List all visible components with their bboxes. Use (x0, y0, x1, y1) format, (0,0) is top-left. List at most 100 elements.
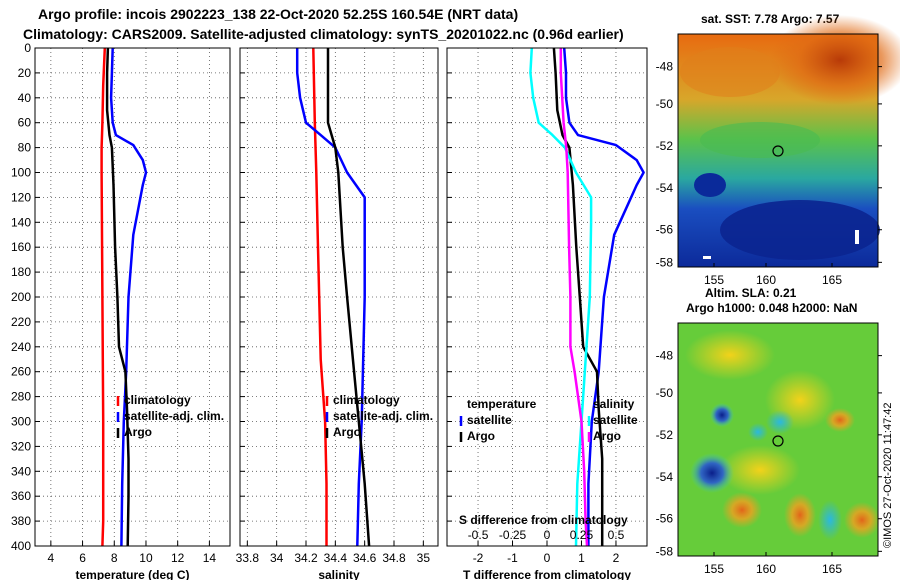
difference-panel: -2 -1 0 1 2 T difference from climatology S di… (446, 47, 648, 580)
series-argo (105, 47, 130, 547)
map-lat-label: -52 (656, 139, 674, 153)
secondary-axis-title: S difference from climatology (459, 513, 628, 527)
series-satellite-adj-clim (295, 48, 366, 547)
sst-cold-eddy (694, 173, 726, 197)
secondary-tick-label: 0.5 (608, 528, 625, 542)
map-lat-label: -58 (656, 255, 674, 269)
sst-cold-region (720, 200, 880, 260)
map-lat-label: -56 (656, 512, 674, 526)
sla-yellow-blob (720, 445, 800, 495)
sla-orange-blob (722, 492, 762, 528)
y-tick-label: 320 (11, 439, 31, 453)
y-tick-label: 180 (11, 265, 31, 279)
legend-label-salinity-argo: Argo (593, 429, 621, 443)
y-tick-label: 220 (11, 315, 31, 329)
legend-label-satellite-adj-clim: satellite-adj. clim. (124, 409, 224, 423)
legend-label-argo: Argo (333, 425, 361, 439)
y-tick-label: 20 (18, 66, 32, 80)
map-lat-label: -54 (656, 181, 674, 195)
x-axis-label: salinity (318, 568, 360, 580)
y-tick-label: 400 (11, 539, 31, 553)
x-tick-label: 34.4 (324, 551, 348, 565)
secondary-tick-label: 0.25 (570, 528, 594, 542)
sst-map (677, 15, 900, 268)
sst-map-frame (677, 33, 879, 268)
y-tick-label: 240 (11, 340, 31, 354)
x-tick-label: 8 (111, 551, 118, 565)
secondary-tick-label: 0 (544, 528, 551, 542)
sst-green-band (700, 122, 820, 158)
map-axes: -48 -50 -52 -54 -56 -58 -48 -50 -52 -54 -56 -58 155 1… (656, 60, 882, 576)
series-temperature-satellite (562, 47, 645, 546)
secondary-tick-label: -0.25 (499, 528, 527, 542)
x-axis-label: temperature (deg C) (75, 568, 189, 580)
map-lat-label: -48 (656, 349, 674, 363)
y-tick-label: 60 (18, 116, 32, 130)
legend-label-climatology: climatology (333, 393, 400, 407)
sst-argo-position (772, 145, 784, 157)
y-tick-label: 300 (11, 415, 31, 429)
map-lat-label: -58 (656, 544, 674, 558)
sla-map-frame (677, 322, 879, 557)
map-lat-label: -50 (656, 386, 674, 400)
temperature-panel: 4 6 8 10 12 14 temperature (deg C) 0 20 40 60 80 100… (11, 41, 231, 580)
map-lat-label: -56 (656, 223, 674, 237)
y-tick-label: 360 (11, 489, 31, 503)
x-tick-label: 0 (544, 551, 551, 565)
y-tick-label: 280 (11, 390, 31, 404)
y-tick-label: 120 (11, 190, 31, 204)
map-lon-label: 155 (704, 273, 724, 287)
y-tick-label: 0 (24, 41, 31, 55)
legend-label-satellite-adj-clim: satellite-adj. clim. (333, 409, 433, 423)
legend-label-temperature-satellite: satellite (467, 413, 512, 427)
x-tick-label: 10 (139, 551, 153, 565)
sla-cyan-blob (766, 410, 794, 434)
x-tick-label: 35 (417, 551, 431, 565)
header-line-2: Climatology: CARS2009. Satellite-adjuste… (23, 26, 624, 42)
secondary-tick-label: -0.5 (468, 528, 489, 542)
y-tick-label: 160 (11, 240, 31, 254)
x-tick-label: 6 (79, 551, 86, 565)
legend-label-temperature-argo: Argo (467, 429, 495, 443)
series-temperature-argo (552, 47, 604, 546)
x-tick-label: 33.8 (236, 551, 260, 565)
series-salinity-argo (559, 48, 589, 547)
legend-header-temperature: temperature (467, 397, 537, 411)
y-tick-label: 140 (11, 215, 31, 229)
sla-argo-position (772, 435, 784, 447)
x-tick-label: 1 (578, 551, 585, 565)
header-line-1: Argo profile: incois 2902223_138 22-Oct-… (38, 6, 518, 22)
sst-island-mark (855, 230, 859, 244)
sla-yellow-blob (685, 330, 775, 380)
sla-map-title-2: Argo h1000: 0.048 h2000: NaN (686, 301, 857, 315)
legend-label-climatology: climatology (124, 393, 191, 407)
x-tick-label: 14 (203, 551, 217, 565)
legend-header-salinity: salinity (593, 397, 635, 411)
sla-orange-blob (784, 493, 816, 537)
series-argo (326, 48, 371, 547)
y-tick-label: 340 (11, 464, 31, 478)
legend-label-salinity-satellite: satellite (593, 413, 638, 427)
sla-orange-blob (825, 408, 855, 432)
y-tick-label: 380 (11, 514, 31, 528)
x-tick-label: 2 (613, 551, 620, 565)
plot-frame (34, 47, 231, 547)
map-lat-label: -48 (656, 60, 674, 74)
imos-credit: ©IMOS 27-Oct-2020 11:47:42 (882, 403, 894, 548)
map-lat-label: -52 (656, 428, 674, 442)
sst-land-mark (703, 256, 711, 259)
x-axis-label: T difference from climatology (463, 568, 631, 580)
y-tick-label: 100 (11, 166, 31, 180)
x-tick-label: 34 (270, 551, 284, 565)
sla-orange-blob (844, 502, 880, 538)
sla-map (677, 322, 880, 557)
series-climatology (100, 47, 107, 547)
x-tick-label: -2 (473, 551, 484, 565)
sst-warm-region (770, 15, 900, 105)
legend-label-argo: Argo (124, 425, 152, 439)
sla-cyan-blob (818, 500, 842, 540)
x-tick-label: 34.2 (294, 551, 318, 565)
y-tick-label: 80 (18, 141, 32, 155)
sla-map-title-1: Altim. SLA: 0.21 (705, 286, 797, 300)
